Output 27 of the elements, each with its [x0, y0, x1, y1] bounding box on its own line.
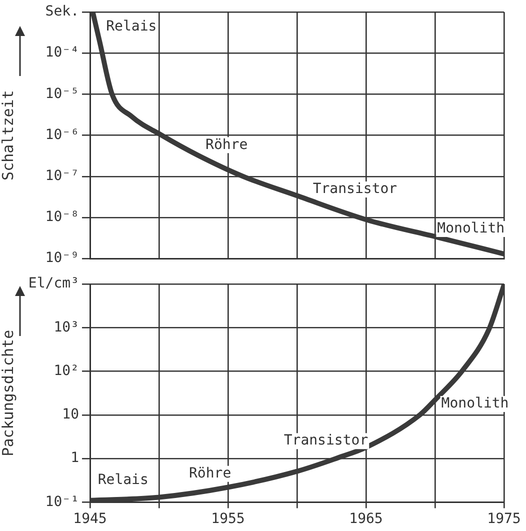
- annotation: Monolith: [441, 396, 509, 412]
- y-tick-label: 10⁻⁷: [45, 168, 79, 184]
- x-tick-label: 1945: [73, 511, 107, 528]
- y-tick-label: 10: [62, 406, 79, 423]
- y-tick-label: 10⁻⁹: [45, 250, 79, 266]
- y-tick-label: 10⁻⁸: [45, 209, 79, 226]
- y-axis-title: Schaltzeit: [0, 90, 17, 180]
- annotation: Röhre: [206, 136, 248, 153]
- y-tick-label: 10⁻¹: [45, 494, 79, 510]
- annotation: Monolith: [437, 220, 505, 237]
- y-tick-label: 10⁻⁴: [45, 44, 79, 61]
- y-axis-title: Packungsdichte: [0, 330, 17, 456]
- annotation: Relais: [106, 18, 157, 34]
- y-tick-label: Sek.: [45, 4, 79, 20]
- y-tick-label: 1: [70, 450, 79, 466]
- x-tick-label: 1965: [349, 511, 383, 528]
- y-tick-label: El/cm³: [28, 276, 79, 292]
- y-tick-label: 10⁻⁶: [45, 126, 79, 143]
- annotation: Transistor: [284, 432, 368, 449]
- y-tick-label: 10⁻⁵: [45, 86, 79, 102]
- annotation: Transistor: [312, 181, 398, 198]
- annotation: Röhre: [188, 465, 232, 482]
- annotation: Relais: [98, 472, 148, 488]
- y-tick-label: 10²: [54, 362, 79, 379]
- x-tick-label: 1975: [487, 511, 521, 528]
- y-tick-label: 10³: [54, 319, 79, 336]
- x-tick-label: 1955: [211, 511, 245, 528]
